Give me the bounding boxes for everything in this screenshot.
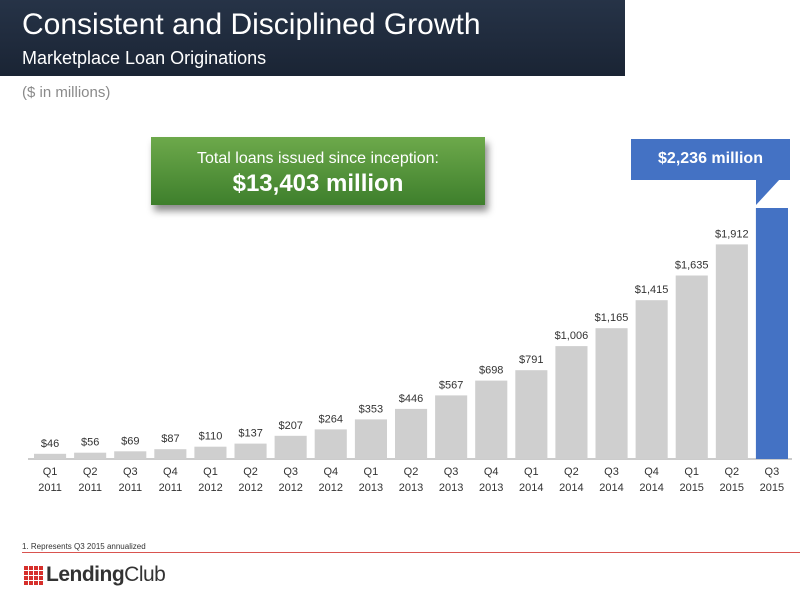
data-label: $110	[199, 431, 223, 443]
x-tick-year: 2014	[559, 482, 583, 494]
x-tick-quarter: Q3	[604, 466, 619, 478]
bar-q2-2011	[74, 452, 107, 459]
bar-q1-2015	[675, 275, 708, 459]
bar-q3-2011	[114, 451, 147, 459]
title-bar: Consistent and Disciplined Growth Market…	[0, 0, 625, 76]
page-title: Consistent and Disciplined Growth	[22, 8, 481, 41]
latest-quarter-callout: $2,236 million	[631, 139, 790, 180]
bar-q4-2011	[154, 449, 187, 459]
x-tick-quarter: Q1	[364, 466, 379, 478]
bar-q4-2013	[475, 380, 508, 459]
x-tick-year: 2012	[238, 482, 262, 494]
data-label: $264	[319, 413, 343, 425]
data-label: $1,912	[715, 228, 749, 240]
bar-q3-2013	[435, 395, 468, 459]
x-tick-year: 2012	[278, 482, 302, 494]
footer-divider	[22, 552, 800, 553]
data-label: $1,006	[555, 330, 589, 342]
data-label: $698	[479, 365, 503, 377]
x-tick-quarter: Q1	[684, 466, 699, 478]
x-tick-quarter: Q2	[404, 466, 419, 478]
bar-q2-2014	[555, 346, 588, 459]
bar-q2-2012	[234, 443, 267, 459]
data-label: $446	[399, 393, 423, 405]
x-tick-year: 2013	[399, 482, 423, 494]
x-tick-quarter: Q4	[323, 466, 338, 478]
x-tick-quarter: Q4	[484, 466, 499, 478]
bar-q3-2014	[595, 328, 628, 459]
x-tick-year: 2012	[319, 482, 343, 494]
total-loans-label: Total loans issued since inception:	[197, 150, 439, 167]
data-label: $567	[439, 379, 463, 391]
data-label: $87	[161, 433, 179, 445]
data-label: $1,635	[675, 260, 709, 272]
x-tick-year: 2015	[760, 482, 784, 494]
data-label: $353	[359, 403, 383, 415]
bar-q2-2013	[395, 408, 428, 459]
x-tick-year: 2012	[198, 482, 222, 494]
x-tick-year: 2013	[359, 482, 383, 494]
x-tick-quarter: Q4	[644, 466, 659, 478]
x-tick-quarter: Q2	[83, 466, 98, 478]
x-tick-quarter: Q3	[283, 466, 298, 478]
logo-wordmark: LendingClub	[46, 563, 166, 586]
x-tick-year: 2015	[720, 482, 744, 494]
bar-q1-2011	[34, 453, 67, 459]
bar-q3-2015	[755, 208, 788, 459]
footnote: 1. Represents Q3 2015 annualized	[22, 542, 146, 551]
x-tick-year: 2011	[78, 482, 102, 494]
data-label: $137	[238, 428, 262, 440]
x-tick-year: 2014	[599, 482, 623, 494]
units-note: ($ in millions)	[22, 84, 111, 101]
data-label: $1,415	[635, 284, 669, 296]
data-label: $1,165	[595, 312, 629, 324]
latest-quarter-callout-pointer	[756, 179, 780, 205]
bar-q4-2012	[314, 429, 347, 459]
bar-chart: $46 Q1 2011 $56 Q2 2011 $69 Q3 2011 $87 Q4 2011 $110…	[28, 208, 792, 494]
logo-grid-icon	[24, 565, 43, 585]
data-label: $46	[41, 438, 59, 450]
x-tick-year: 2014	[639, 482, 663, 494]
bar-q2-2015	[715, 244, 748, 459]
x-tick-year: 2011	[159, 482, 183, 494]
x-tick-quarter: Q2	[243, 466, 258, 478]
x-tick-year: 2013	[479, 482, 503, 494]
x-tick-quarter: Q3	[444, 466, 459, 478]
bar-q3-2012	[274, 435, 307, 459]
x-tick-quarter: Q3	[765, 466, 780, 478]
x-tick-quarter: Q1	[524, 466, 539, 478]
x-tick-quarter: Q1	[43, 466, 58, 478]
x-tick-year: 2013	[439, 482, 463, 494]
bar-q4-2014	[635, 300, 668, 459]
x-tick-quarter: Q1	[203, 466, 218, 478]
data-label: $207	[278, 420, 302, 432]
lendingclub-logo: LendingClub	[24, 562, 166, 588]
x-tick-year: 2011	[118, 482, 142, 494]
data-label: $791	[519, 354, 543, 366]
total-loans-callout: Total loans issued since inception: $13,…	[151, 137, 485, 205]
x-tick-quarter: Q3	[123, 466, 138, 478]
bar-q1-2014	[515, 370, 548, 459]
x-tick-year: 2015	[679, 482, 703, 494]
x-tick-quarter: Q2	[564, 466, 579, 478]
data-label: $69	[121, 435, 139, 447]
x-tick-quarter: Q4	[163, 466, 178, 478]
x-tick-year: 2011	[38, 482, 62, 494]
bar-q1-2013	[354, 419, 387, 459]
x-tick-year: 2014	[519, 482, 543, 494]
total-loans-value: $13,403 million	[232, 170, 404, 197]
x-tick-quarter: Q2	[724, 466, 739, 478]
page-subtitle: Marketplace Loan Originations	[22, 48, 267, 68]
data-label: $56	[81, 437, 99, 449]
bar-q1-2012	[194, 446, 227, 459]
